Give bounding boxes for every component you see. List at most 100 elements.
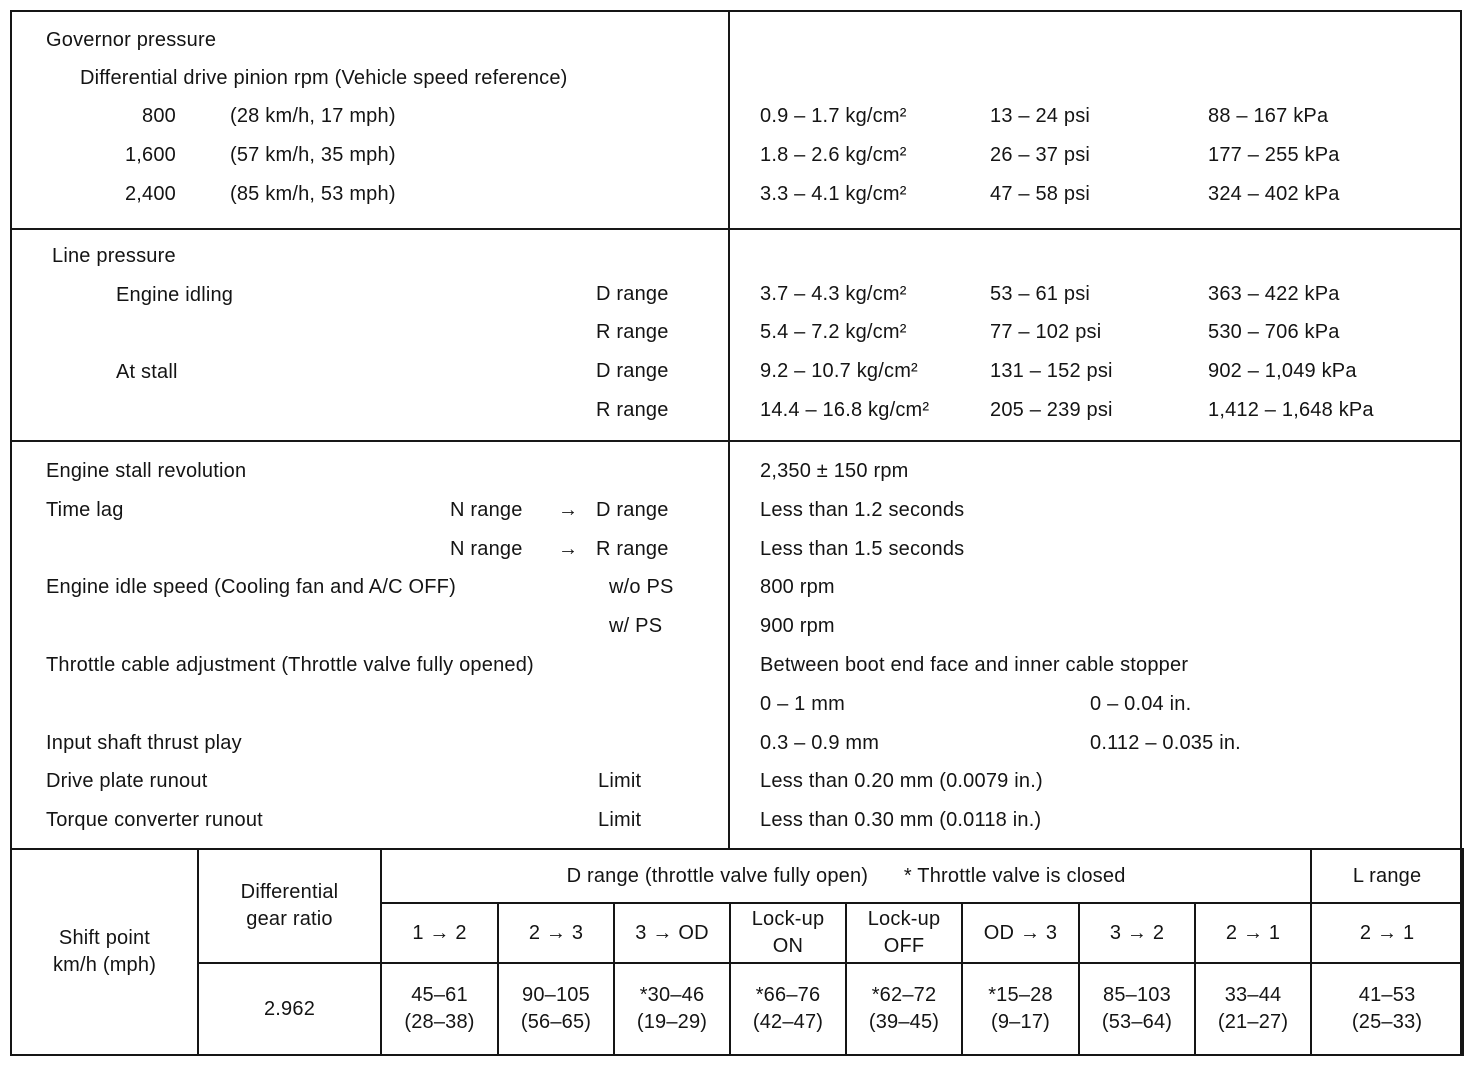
subheader-line: 3 → OD [635,921,709,944]
l-range-subheader-2-1: 2 → 1 [1310,902,1465,964]
governor-speed: (57 km/h, 35 mph) [230,144,396,166]
spec-label: Input shaft thrust play [46,732,242,754]
subheader-line: ON [772,935,804,957]
subheader-line: 1 → 2 [412,921,467,944]
column-divider [728,12,730,850]
value-line: 45–61 [411,984,468,1006]
spec-value: 800 rpm [760,576,835,598]
value-line: 33–44 [1224,984,1282,1006]
subheader-line: Lock-up [751,908,825,930]
shift-value-cell: 45–61 (28–38) [380,962,499,1056]
shift-subheader-od-3: OD → 3 [961,902,1080,964]
shift-point-label-line2: km/h (mph) [52,954,157,976]
shift-subheader-lockup-on: Lock-up ON [729,902,847,964]
spec-label: Drive plate runout [46,770,208,792]
pressure-kpa: 902 – 1,049 kPa [1208,360,1357,382]
value-line: *66–76 [755,984,821,1006]
governor-title: Governor pressure [46,29,217,51]
spec-label: Engine idle speed (Cooling fan and A/C O… [46,576,456,598]
spec-value: Less than 0.20 mm (0.0079 in.) [760,770,1043,792]
qualifier-label: Limit [598,770,642,792]
subheader-line: 3 → 2 [1109,921,1165,944]
range-label: R range [596,399,669,421]
shift-point-label-line1: Shift point [58,927,151,949]
pressure-psi: 205 – 239 psi [990,399,1113,421]
value-line: 85–103 [1103,984,1171,1006]
range-to: R range [596,538,669,560]
pressure-psi: 77 – 102 psi [990,321,1102,343]
governor-psi: 26 – 37 psi [990,144,1091,166]
diff-ratio-label-line2: gear ratio [246,908,333,930]
subheader-line: Lock-up [867,908,941,930]
value-line: (56–65) [520,1011,592,1033]
shift-value-cell: *30–46 (19–29) [613,962,731,1056]
value-line: (19–29) [636,1011,708,1033]
pressure-kg: 5.4 – 7.2 kg/cm² [760,321,907,343]
spec-value: Less than 1.5 seconds [760,538,965,560]
value-line: (25–33) [1351,1011,1423,1033]
governor-kpa: 88 – 167 kPa [1208,105,1329,127]
spec-label: Throttle cable adjustment (Throttle valv… [46,654,534,676]
shift-subheader-2-3: 2 → 3 [497,902,615,964]
shift-point-header-cell: Shift point km/h (mph) [10,848,199,1056]
value-line: 41–53 [1358,984,1416,1006]
subheader-line: OFF [883,935,925,957]
section-divider [12,440,1460,442]
spec-label: Torque converter runout [46,809,263,831]
shift-subheader-3-2: 3 → 2 [1078,902,1196,964]
condition-label: w/ PS [609,615,663,637]
shift-value-cell: *15–28 (9–17) [961,962,1080,1056]
spec-value-in: 0 – 0.04 in. [1090,693,1192,715]
value-line: (39–45) [868,1011,940,1033]
value-line: (42–47) [752,1011,824,1033]
spec-value: 900 rpm [760,615,835,637]
subheader-line: OD → 3 [983,921,1058,944]
shift-value-cell: *62–72 (39–45) [845,962,963,1056]
pressure-psi: 53 – 61 psi [990,283,1091,305]
shift-subheader-1-2: 1 → 2 [380,902,499,964]
range-to: D range [596,499,669,521]
shift-value-cell: 90–105 (56–65) [497,962,615,1056]
subheader-line: 2 → 3 [528,921,584,944]
spec-value: 2,350 ± 150 rpm [760,460,909,482]
governor-speed: (28 km/h, 17 mph) [230,105,396,127]
value-line: *30–46 [639,984,705,1006]
governor-speed: (85 km/h, 53 mph) [230,183,396,205]
range-label: D range [596,283,669,305]
pressure-psi: 131 – 152 psi [990,360,1113,382]
condition-label: w/o PS [609,576,674,598]
value-line: *15–28 [988,984,1053,1006]
governor-kg: 0.9 – 1.7 kg/cm² [760,105,907,127]
range-label: D range [596,360,669,382]
spec-value: Between boot end face and inner cable st… [760,654,1189,676]
qualifier-label: Limit [598,809,642,831]
spec-label: Engine stall revolution [46,460,247,482]
pressure-kpa: 363 – 422 kPa [1208,283,1340,305]
range-from: N range [450,499,523,521]
subheader-line: 2 → 1 [1359,921,1415,944]
d-range-header-text: D range (throttle valve fully open) [566,864,869,887]
range-label: R range [596,321,669,343]
spec-value-in: 0.112 – 0.035 in. [1090,732,1241,754]
value-line: 90–105 [522,984,590,1006]
shift-subheader-3-od: 3 → OD [613,902,731,964]
pressure-kg: 3.7 – 4.3 kg/cm² [760,283,907,305]
throttle-closed-note: * Throttle valve is closed [903,864,1126,887]
d-range-header-cell: D range (throttle valve fully open) * Th… [379,848,1313,904]
spec-sheet: Governor pressure Differential drive pin… [10,10,1465,1056]
diff-ratio-value-cell: 2.962 [197,962,382,1056]
spec-label: Time lag [46,499,124,521]
spec-value-mm: 0.3 – 0.9 mm [760,732,880,754]
governor-rpm: 2,400 [124,183,176,205]
shift-subheader-2-1: 2 → 1 [1193,902,1313,964]
spec-value-mm: 0 – 1 mm [760,693,845,715]
pressure-kpa: 530 – 706 kPa [1208,321,1340,343]
pressure-kg: 14.4 – 16.8 kg/cm² [760,399,930,421]
value-line: (21–27) [1217,1011,1289,1033]
pressure-kg: 9.2 – 10.7 kg/cm² [760,360,918,382]
arrow-icon: → [558,538,579,560]
diff-ratio-label-line1: Differential [240,881,339,903]
l-range-header-cell: L range [1310,848,1465,904]
shift-value-cell: 33–44 (21–27) [1193,962,1313,1056]
section-divider [12,228,1460,230]
